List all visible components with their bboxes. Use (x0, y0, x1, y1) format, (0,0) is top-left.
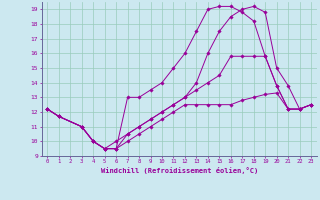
X-axis label: Windchill (Refroidissement éolien,°C): Windchill (Refroidissement éolien,°C) (100, 167, 258, 174)
